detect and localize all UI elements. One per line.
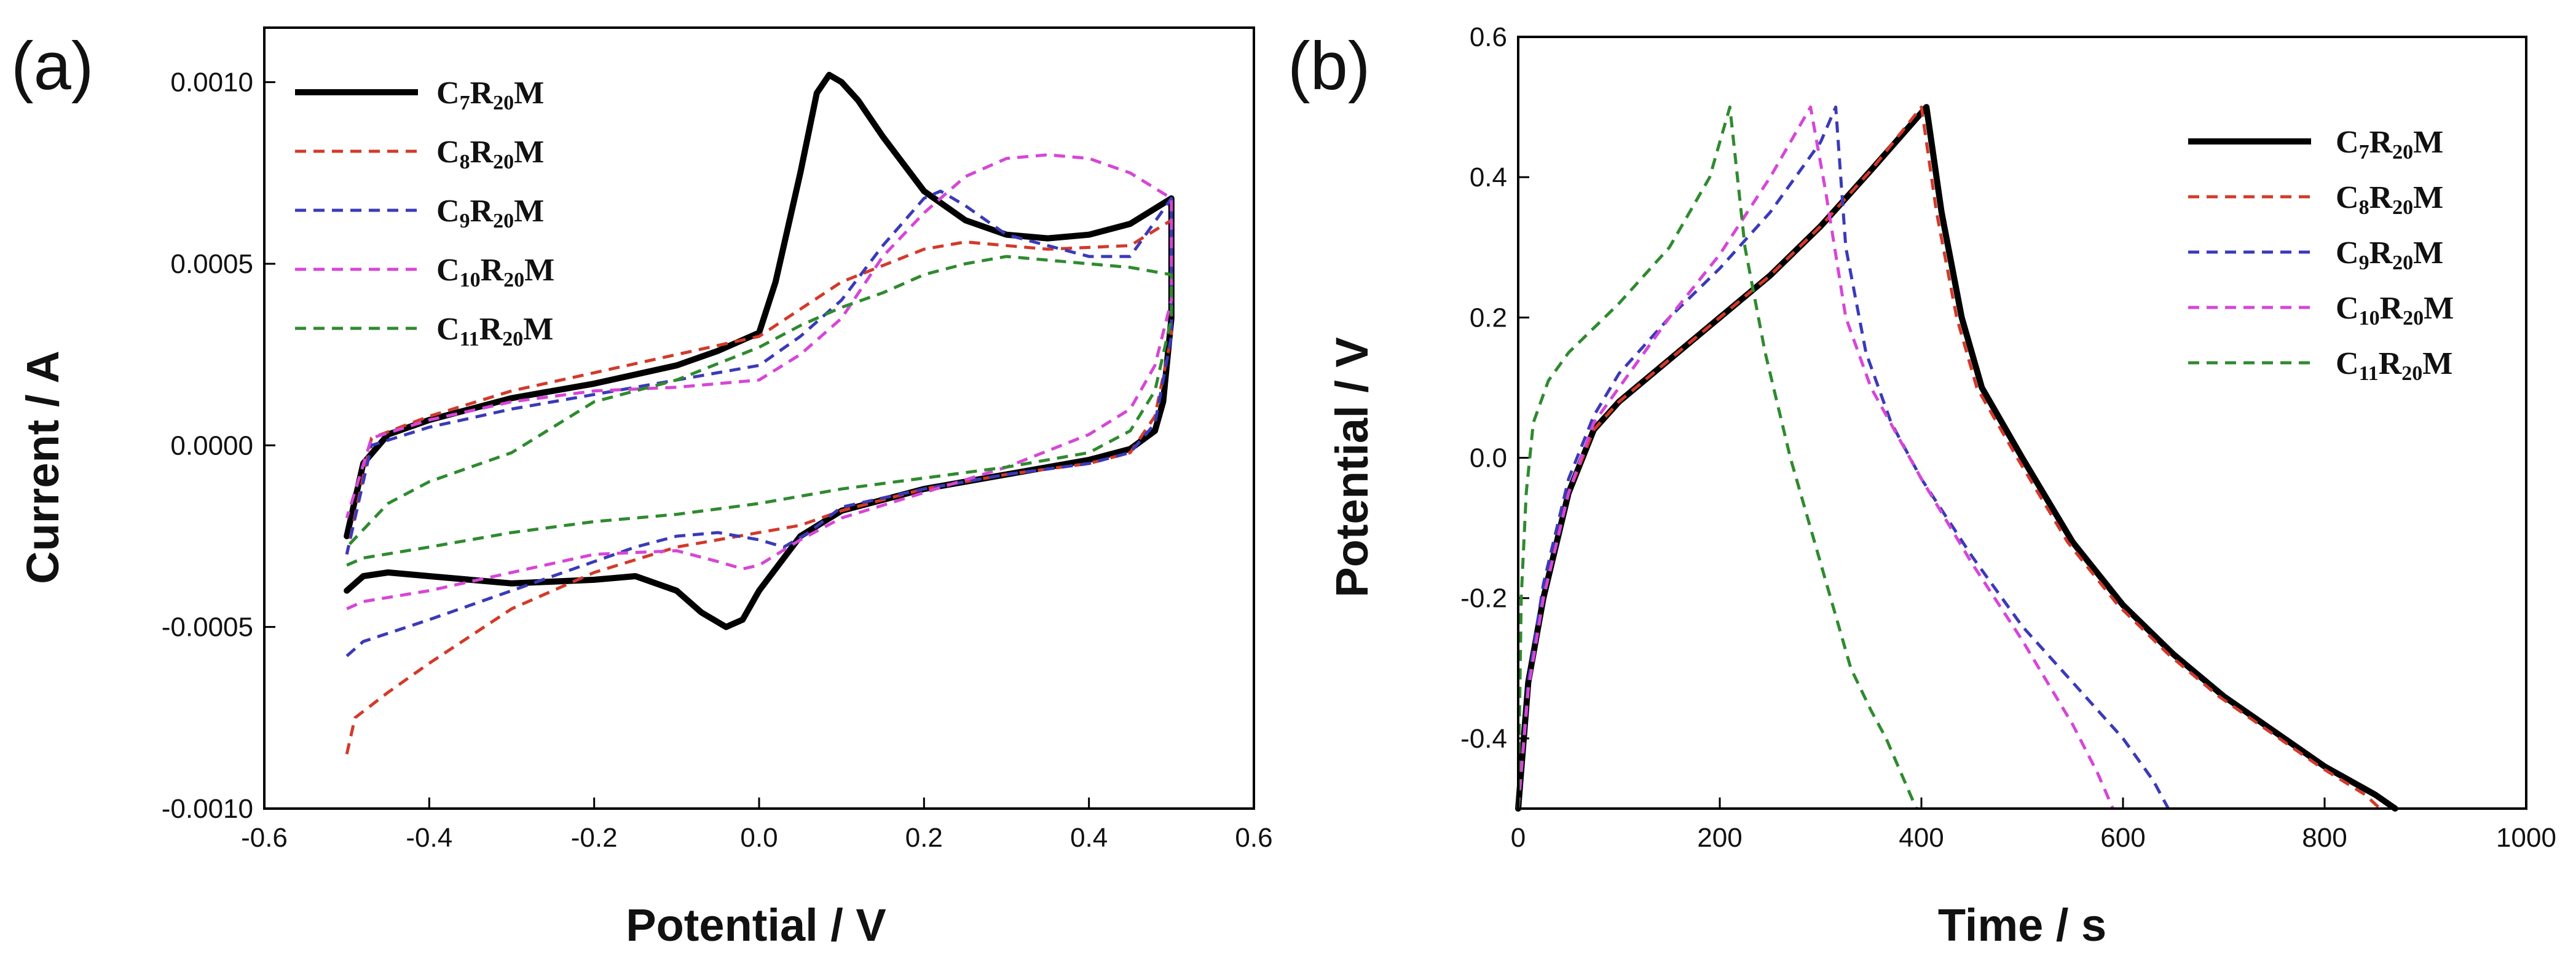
panel-b-xlabel: Time / s xyxy=(1938,900,2106,951)
panel-a-xtick-label: 0.2 xyxy=(905,823,943,853)
panel-b-xtick-label: 1000 xyxy=(2496,823,2556,853)
panel-a-ytick-label: 0.0005 xyxy=(170,249,253,279)
panel-b-ytick-label: 0.4 xyxy=(1470,162,1507,192)
panel-b-ylabel: Potential / V xyxy=(1326,337,1377,598)
legend-label-C10R20M: C10R20M xyxy=(2336,291,2454,330)
panel-a: (a) Current / A Potential / V -0.6 -0.4 -0… xyxy=(11,26,1273,951)
panel-a-ytick-label: -0.0005 xyxy=(162,612,253,643)
panel-a-xtick-label: -0.6 xyxy=(241,823,288,853)
panel-b-xtick-label: 400 xyxy=(1899,823,1944,853)
panel-a-label: (a) xyxy=(11,28,93,104)
panel-a-ytick-label: 0.0010 xyxy=(170,68,253,98)
panel-b-ytick-label: -0.2 xyxy=(1460,584,1507,614)
legend-label-C9R20M: C9R20M xyxy=(436,194,544,232)
panel-b-ytick-label: 0.6 xyxy=(1470,22,1507,52)
legend-label-C8R20M: C8R20M xyxy=(436,135,544,173)
legend-label-C11R20M: C11R20M xyxy=(2336,346,2452,385)
panel-a-ticks: -0.6 -0.4 -0.2 0.0 0.2 0.4 0.6 -0.0010 -0.0005 0.… xyxy=(162,68,1273,853)
series-line-C8R20M xyxy=(345,218,1173,754)
panel-b-plot-frame xyxy=(1517,36,2527,810)
panel-a-xtick-label: 0.0 xyxy=(740,823,778,853)
panel-b-xtick-label: 800 xyxy=(2302,823,2347,853)
panel-b-ytick-label: 0.0 xyxy=(1470,443,1507,473)
series-line-C10R20M xyxy=(345,153,1173,611)
panel-a-xtick-label: -0.2 xyxy=(571,823,618,853)
panel-a-series xyxy=(344,71,1175,754)
legend-label-C9R20M: C9R20M xyxy=(2336,236,2443,274)
series-line-C9R20M xyxy=(1516,105,2170,810)
legend-label-C11R20M: C11R20M xyxy=(436,312,553,350)
panel-b-xtick-label: 600 xyxy=(2100,823,2145,853)
panel-a-plot-frame xyxy=(263,26,1255,810)
panel-b-xtick-label: 200 xyxy=(1697,823,1742,853)
series-line-C8R20M xyxy=(1516,105,2381,810)
series-line-C11R20M xyxy=(1516,105,1918,809)
series-line-C10R20M xyxy=(1516,105,2114,809)
panel-b-legend: C7R20M C8R20M C9R20M C10R20M C11R20M xyxy=(2188,125,2454,385)
panel-a-ytick-label: 0.0000 xyxy=(170,430,253,461)
legend-label-C10R20M: C10R20M xyxy=(436,253,554,291)
panel-b-ytick-label: -0.4 xyxy=(1460,724,1507,754)
series-line-C9R20M xyxy=(345,189,1173,657)
legend-label-C7R20M: C7R20M xyxy=(436,76,544,114)
panel-b-label: (b) xyxy=(1288,28,1370,104)
series-line-C11R20M xyxy=(345,255,1173,567)
series-line-C7R20M xyxy=(1515,104,2398,812)
panel-b-xtick-label: 0 xyxy=(1511,823,1526,853)
panel-a-xlabel: Potential / V xyxy=(626,900,886,951)
panel-a-xtick-label: 0.6 xyxy=(1235,823,1272,853)
series-line-C7R20M xyxy=(344,71,1175,630)
panel-b-ticks: 0 200 400 600 800 1000 -0.4 -0.2 0.0 0.2 0.4 0.6 xyxy=(1460,22,2556,853)
panel-b: (b) Potential / V Time / s 0 200 400 600 800… xyxy=(1288,22,2556,951)
panel-a-xtick-label: -0.4 xyxy=(406,823,452,853)
legend-label-C7R20M: C7R20M xyxy=(2336,125,2443,164)
panel-a-xtick-label: 0.4 xyxy=(1070,823,1108,853)
panel-a-ytick-label: -0.0010 xyxy=(162,794,253,824)
legend-label-C8R20M: C8R20M xyxy=(2336,180,2443,219)
panel-a-ylabel: Current / A xyxy=(17,350,68,584)
panel-b-series xyxy=(1515,104,2398,812)
panel-a-legend: C7R20M C8R20M C9R20M C10R20M C11R20M xyxy=(295,76,554,350)
panel-b-ytick-label: 0.2 xyxy=(1470,303,1507,333)
